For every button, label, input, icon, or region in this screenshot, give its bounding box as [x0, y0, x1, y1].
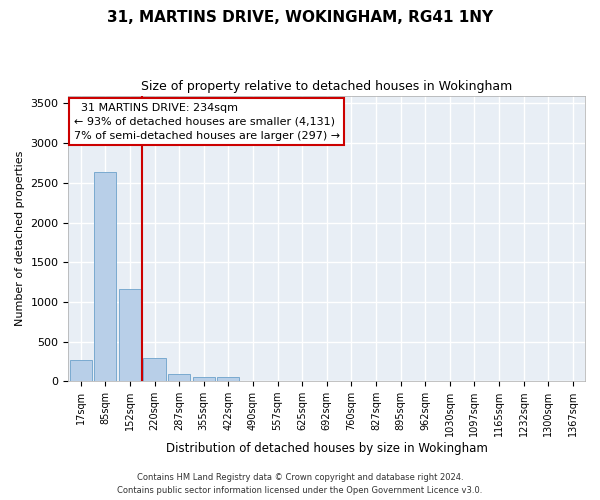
Bar — [168, 374, 190, 381]
Y-axis label: Number of detached properties: Number of detached properties — [15, 150, 25, 326]
Bar — [119, 289, 141, 381]
X-axis label: Distribution of detached houses by size in Wokingham: Distribution of detached houses by size … — [166, 442, 488, 455]
Bar — [193, 378, 215, 381]
Text: 31, MARTINS DRIVE, WOKINGHAM, RG41 1NY: 31, MARTINS DRIVE, WOKINGHAM, RG41 1NY — [107, 10, 493, 25]
Title: Size of property relative to detached houses in Wokingham: Size of property relative to detached ho… — [141, 80, 512, 93]
Bar — [143, 358, 166, 381]
Text: 31 MARTINS DRIVE: 234sqm
← 93% of detached houses are smaller (4,131)
7% of semi: 31 MARTINS DRIVE: 234sqm ← 93% of detach… — [74, 102, 340, 141]
Bar — [217, 378, 239, 381]
Bar — [70, 360, 92, 381]
Text: Contains HM Land Registry data © Crown copyright and database right 2024.
Contai: Contains HM Land Registry data © Crown c… — [118, 474, 482, 495]
Bar — [94, 172, 116, 381]
